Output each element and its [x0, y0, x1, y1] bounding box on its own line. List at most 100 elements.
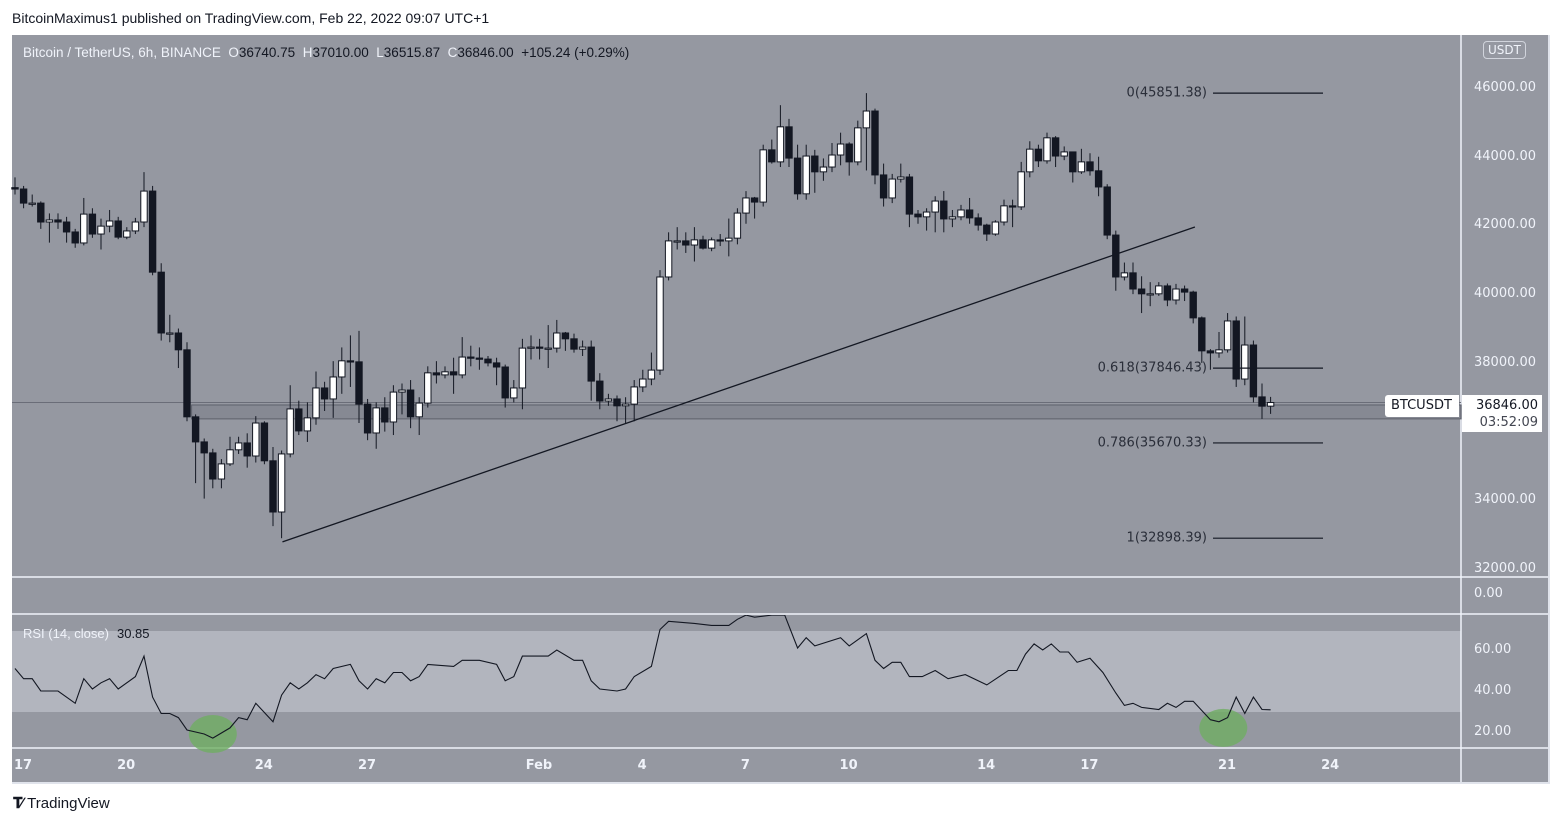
candle	[140, 172, 148, 228]
candle	[845, 142, 853, 176]
candle-body	[699, 239, 707, 249]
candle	[974, 213, 982, 231]
candle	[888, 173, 896, 204]
candle-body	[363, 403, 372, 434]
candle-body	[372, 407, 380, 434]
candle-body	[28, 202, 36, 205]
candle	[234, 436, 243, 454]
close-value: 36846.00	[457, 45, 514, 60]
candle-body	[424, 372, 432, 404]
candle-body	[312, 387, 320, 419]
candle	[1189, 290, 1197, 324]
candle-body	[1232, 320, 1240, 380]
candle	[363, 398, 372, 441]
candle-body	[157, 271, 165, 334]
candle-body	[845, 143, 853, 163]
candle	[372, 402, 380, 449]
tradingview-logo[interactable]: 𝐓∕ TradingView	[13, 795, 110, 812]
trendline	[282, 226, 1196, 543]
last-price-box: 36846.00 03:52:09	[1462, 395, 1542, 432]
candle	[54, 213, 62, 229]
candle-body	[656, 276, 664, 371]
bar-countdown: 03:52:09	[1479, 415, 1538, 430]
rsi-title[interactable]: RSI (14, close)	[23, 626, 109, 641]
fib-level-label: 0.618(37846.43)	[1097, 360, 1207, 376]
candle	[1043, 132, 1051, 164]
low-value: 36515.87	[383, 45, 441, 60]
candle-body	[879, 174, 888, 199]
candle	[1069, 151, 1077, 183]
candle	[527, 335, 535, 360]
candle-body	[492, 362, 501, 368]
candle-body	[449, 371, 458, 376]
candle	[1198, 316, 1206, 363]
candle	[1137, 276, 1146, 314]
oversold-highlight	[188, 715, 237, 754]
candle	[458, 337, 466, 379]
candle-body	[1223, 320, 1232, 351]
currency-badge[interactable]: USDT	[1483, 41, 1526, 59]
candle	[295, 400, 303, 436]
candle	[1086, 153, 1094, 176]
candle-body	[707, 239, 716, 249]
candle-body	[501, 366, 509, 399]
candle	[716, 234, 724, 247]
candle	[570, 333, 578, 353]
candle-body	[1163, 285, 1172, 301]
candle-body	[114, 220, 122, 238]
candle-body	[510, 387, 518, 399]
candle-body	[140, 190, 148, 223]
logo-text: TradingView	[27, 795, 110, 812]
candle	[157, 263, 165, 341]
candle	[544, 325, 552, 369]
candle	[1180, 285, 1189, 302]
candle-body	[1206, 350, 1215, 354]
candle-body	[1094, 170, 1103, 188]
candle	[492, 357, 501, 386]
candle-body	[71, 231, 79, 244]
candle	[1232, 316, 1240, 387]
frame-bottom-border	[12, 782, 1550, 784]
candle	[1120, 262, 1129, 281]
candle	[424, 366, 432, 408]
candle	[1223, 313, 1232, 353]
candle	[123, 227, 131, 240]
candle	[11, 177, 19, 195]
candle-body	[819, 166, 828, 173]
candle-body	[802, 155, 810, 195]
candle	[1155, 282, 1163, 296]
candle-body	[88, 213, 97, 235]
candle-body	[1180, 288, 1189, 293]
candle-body	[1198, 317, 1206, 352]
candle	[45, 213, 54, 243]
candle-body	[1026, 148, 1034, 173]
candle-body	[105, 220, 114, 227]
candle-body	[553, 332, 561, 349]
candle-body	[217, 463, 226, 480]
candle-body	[415, 402, 423, 418]
candle-body	[621, 403, 630, 407]
candle	[88, 208, 97, 238]
candle	[639, 369, 647, 393]
candle	[647, 352, 656, 386]
candle-body	[381, 407, 389, 423]
tv-logo-icon: 𝐓∕	[13, 795, 23, 812]
symbol-title[interactable]: Bitcoin / TetherUS, 6h, BINANCE	[23, 45, 221, 60]
last-price-value: 36846.00	[1475, 398, 1538, 413]
candle	[948, 209, 957, 228]
candle	[37, 201, 45, 229]
candle	[355, 330, 363, 424]
candle-body	[131, 221, 140, 232]
candle-body	[200, 441, 208, 454]
candle-body	[639, 378, 647, 388]
candle-body	[286, 408, 294, 455]
candle-body	[922, 211, 931, 218]
candle-body	[45, 219, 54, 223]
candle-body	[1155, 285, 1163, 295]
candle	[931, 196, 939, 233]
candle	[690, 227, 699, 262]
candle-body	[1172, 288, 1180, 301]
candle-body	[604, 398, 613, 402]
candle-body	[1249, 344, 1258, 398]
